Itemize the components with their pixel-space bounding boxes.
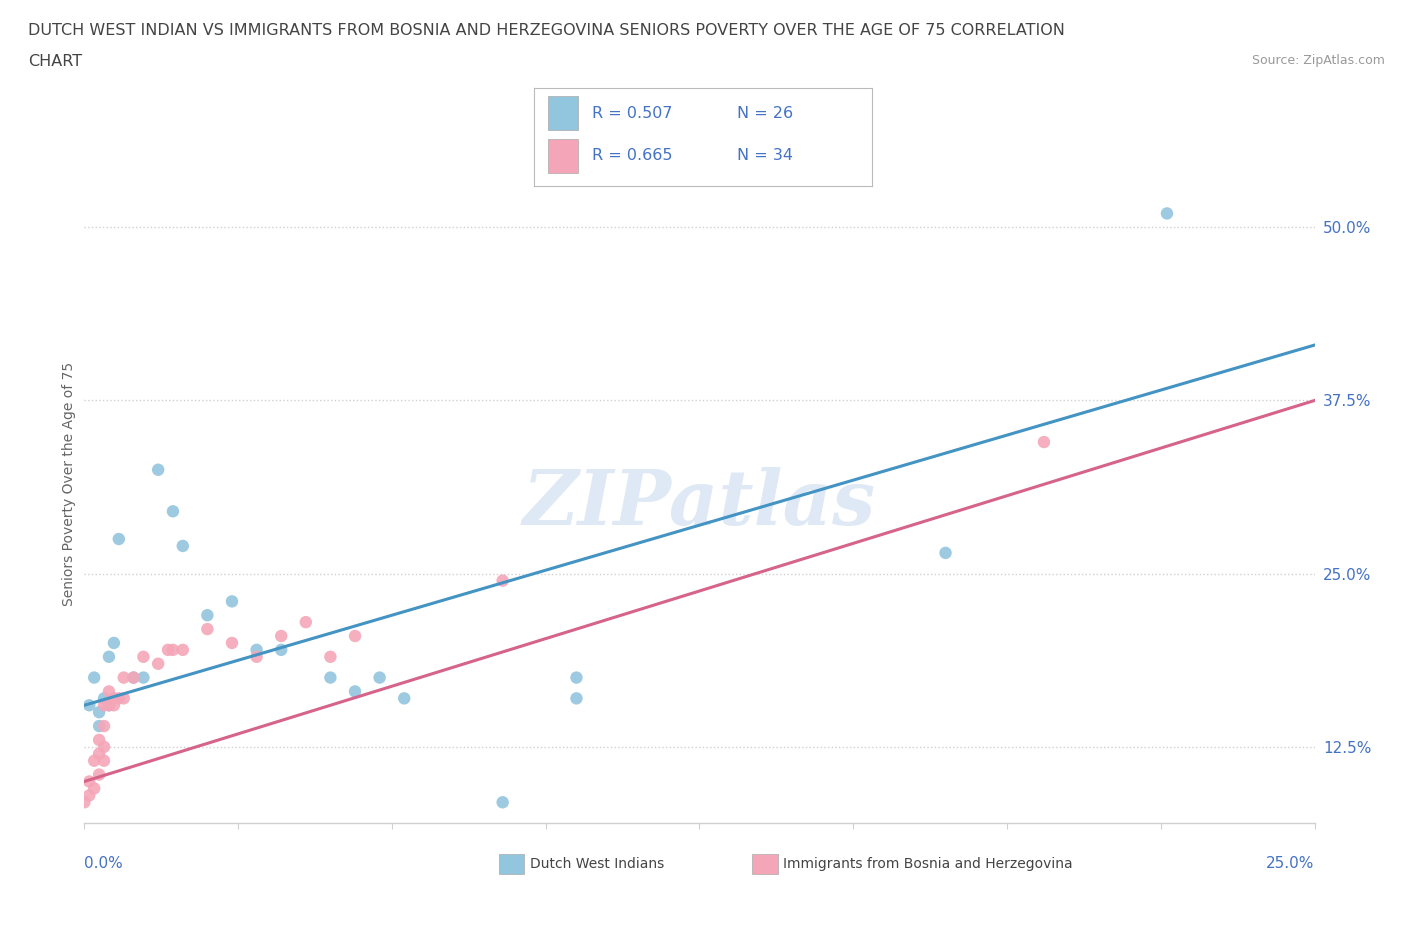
Point <box>148 657 170 671</box>
Point <box>87 747 111 762</box>
Point <box>98 684 120 698</box>
Point <box>246 643 269 658</box>
Point <box>935 545 957 560</box>
Point <box>172 643 194 658</box>
Point <box>79 698 101 712</box>
Bar <box>548 96 578 130</box>
Point <box>492 573 515 588</box>
Point <box>108 691 131 706</box>
Point <box>246 649 269 664</box>
Point <box>79 774 101 789</box>
Point <box>103 698 125 712</box>
Point <box>122 671 145 685</box>
Text: R = 0.507: R = 0.507 <box>592 106 672 121</box>
Point <box>98 698 120 712</box>
Point <box>87 705 111 720</box>
Point <box>344 629 367 644</box>
Point <box>108 532 131 547</box>
Point <box>112 691 135 706</box>
Point <box>83 753 105 768</box>
Point <box>162 504 184 519</box>
Point <box>197 608 219 623</box>
Point <box>319 649 342 664</box>
Point <box>79 788 101 803</box>
Point <box>344 684 367 698</box>
Point <box>270 629 292 644</box>
Point <box>221 635 243 650</box>
Text: N = 26: N = 26 <box>737 106 793 121</box>
Y-axis label: Seniors Poverty Over the Age of 75: Seniors Poverty Over the Age of 75 <box>62 362 76 605</box>
Point <box>295 615 318 630</box>
Point <box>83 781 105 796</box>
Point <box>492 795 515 810</box>
Point <box>270 643 292 658</box>
Point <box>132 649 155 664</box>
Text: ZIPatlas: ZIPatlas <box>523 467 876 541</box>
Text: R = 0.665: R = 0.665 <box>592 148 672 164</box>
Point <box>1033 434 1056 449</box>
Point <box>148 462 170 477</box>
Text: 25.0%: 25.0% <box>1267 856 1315 870</box>
Bar <box>548 140 578 173</box>
Point <box>93 698 115 712</box>
Point <box>93 691 115 706</box>
Point <box>73 795 96 810</box>
Point <box>103 635 125 650</box>
Point <box>112 671 135 685</box>
Point <box>197 621 219 636</box>
Point <box>162 643 184 658</box>
Point <box>87 733 111 748</box>
Point <box>93 753 115 768</box>
Point <box>87 719 111 734</box>
Text: Source: ZipAtlas.com: Source: ZipAtlas.com <box>1251 54 1385 67</box>
Point <box>157 643 180 658</box>
Point <box>221 594 243 609</box>
Point <box>103 691 125 706</box>
Text: N = 34: N = 34 <box>737 148 793 164</box>
Point <box>1156 206 1178 220</box>
Point <box>394 691 416 706</box>
Point <box>565 671 588 685</box>
Point <box>98 698 120 712</box>
Text: Dutch West Indians: Dutch West Indians <box>530 857 664 871</box>
Text: Immigrants from Bosnia and Herzegovina: Immigrants from Bosnia and Herzegovina <box>783 857 1073 871</box>
Point <box>87 767 111 782</box>
Point <box>93 719 115 734</box>
Point <box>319 671 342 685</box>
Point <box>132 671 155 685</box>
Text: 0.0%: 0.0% <box>84 856 124 870</box>
Point <box>83 671 105 685</box>
Point <box>93 739 115 754</box>
Point <box>565 691 588 706</box>
Point <box>98 649 120 664</box>
Text: CHART: CHART <box>28 54 82 69</box>
Point <box>172 538 194 553</box>
Point <box>368 671 391 685</box>
Point <box>122 671 145 685</box>
Text: DUTCH WEST INDIAN VS IMMIGRANTS FROM BOSNIA AND HERZEGOVINA SENIORS POVERTY OVER: DUTCH WEST INDIAN VS IMMIGRANTS FROM BOS… <box>28 23 1064 38</box>
